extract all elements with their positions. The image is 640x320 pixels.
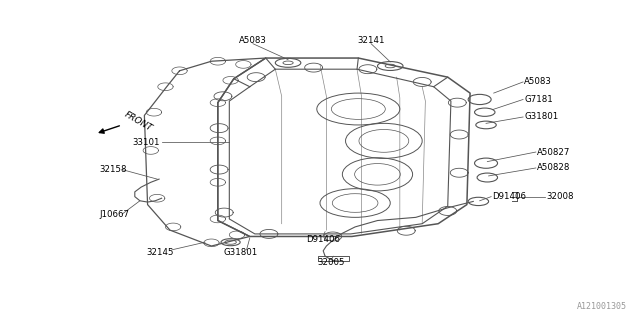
Text: FRONT: FRONT [122,109,154,133]
Text: A5083: A5083 [239,36,267,45]
Text: G31801: G31801 [524,113,559,122]
Text: 32145: 32145 [147,248,174,257]
Text: G7181: G7181 [524,95,553,104]
Text: D91406: D91406 [492,192,527,201]
Text: A5083: A5083 [524,77,552,86]
Text: 33101: 33101 [133,138,161,147]
Text: 32141: 32141 [357,36,385,45]
Text: 32008: 32008 [547,192,574,201]
Text: 32005: 32005 [317,258,345,267]
Text: A50828: A50828 [537,164,570,172]
Text: G31801: G31801 [223,248,257,257]
Text: 32158: 32158 [100,165,127,174]
Text: D91406: D91406 [306,235,340,244]
Text: A121001305: A121001305 [577,302,627,311]
Text: J10667: J10667 [100,210,130,219]
Text: A50827: A50827 [537,148,570,156]
